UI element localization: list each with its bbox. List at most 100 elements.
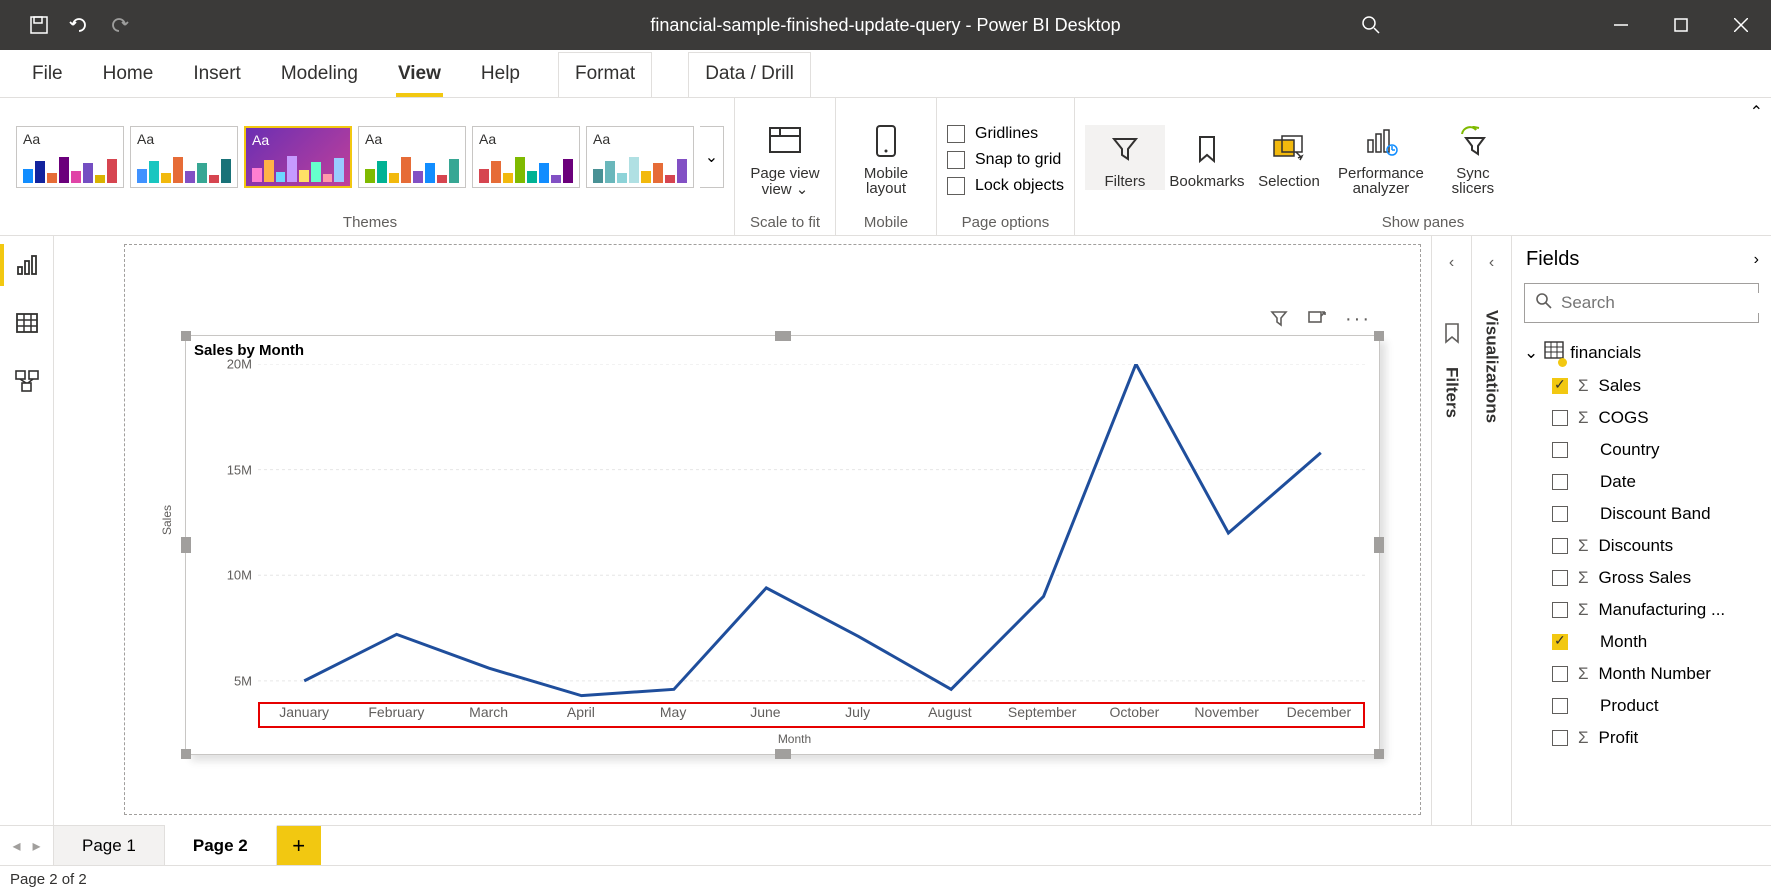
fields-search[interactable] — [1524, 283, 1759, 323]
snap-checkbox[interactable]: Snap to grid — [947, 151, 1064, 169]
visual-more-icon[interactable]: ··· — [1345, 308, 1371, 333]
checkbox-icon — [1552, 410, 1568, 426]
performance-analyzer-button[interactable]: Performance analyzer — [1331, 117, 1431, 197]
maximize-button[interactable] — [1651, 0, 1711, 50]
selection-pane-button[interactable]: Selection — [1249, 125, 1329, 190]
sigma-icon: Σ — [1578, 408, 1589, 428]
minimize-button[interactable] — [1591, 0, 1651, 50]
themes-dropdown[interactable]: ⌄ — [700, 126, 724, 188]
field-month-number[interactable]: ΣMonth Number — [1512, 658, 1771, 690]
tab-file[interactable]: File — [30, 53, 65, 97]
fields-search-input[interactable] — [1561, 293, 1771, 313]
lock-checkbox[interactable]: Lock objects — [947, 177, 1064, 195]
prev-page-icon[interactable]: ◂ — [12, 836, 20, 856]
tab-insert[interactable]: Insert — [191, 53, 243, 97]
main-area: ··· Sales by Month Sales 5M10M15M20M — [0, 236, 1771, 825]
sigma-icon: Σ — [1578, 664, 1589, 684]
theme-swatch-2[interactable]: Aa — [244, 126, 352, 188]
tab-modeling[interactable]: Modeling — [279, 53, 360, 97]
gridlines-checkbox[interactable]: Gridlines — [947, 125, 1064, 143]
collapse-fields-icon[interactable]: › — [1754, 251, 1759, 269]
checkbox-icon — [1552, 602, 1568, 618]
theme-swatch-5[interactable]: Aa — [586, 126, 694, 188]
field-profit[interactable]: Σ Profit — [1512, 722, 1771, 754]
report-canvas[interactable]: ··· Sales by Month Sales 5M10M15M20M — [124, 244, 1421, 815]
mobile-layout-button[interactable]: Mobile layout — [846, 117, 926, 197]
sigma-icon: Σ — [1578, 728, 1589, 748]
data-view-icon[interactable] — [12, 308, 42, 338]
report-view-icon[interactable] — [12, 250, 42, 280]
report-canvas-wrap: ··· Sales by Month Sales 5M10M15M20M — [54, 236, 1431, 825]
field-manufacturing-[interactable]: ΣManufacturing ... — [1512, 594, 1771, 626]
xtick-label: April — [535, 704, 627, 726]
mobile-layout-icon — [875, 121, 897, 161]
undo-icon[interactable] — [68, 14, 90, 36]
field-discount-band[interactable]: Discount Band — [1512, 498, 1771, 530]
tab-datadrill[interactable]: Data / Drill — [688, 52, 811, 97]
theme-swatch-3[interactable]: Aa — [358, 126, 466, 188]
theme-swatch-0[interactable]: Aa — [16, 126, 124, 188]
theme-swatch-bars — [252, 154, 344, 182]
model-view-icon[interactable] — [12, 366, 42, 396]
field-label: Month — [1600, 632, 1647, 652]
visual-focus-icon[interactable] — [1307, 308, 1327, 333]
line-chart-visual[interactable]: ··· Sales by Month Sales 5M10M15M20M — [185, 335, 1380, 755]
field-label: Discounts — [1599, 536, 1674, 556]
chevron-down-icon: ⌄ — [1524, 343, 1538, 363]
field-country[interactable]: Country — [1512, 434, 1771, 466]
redo-icon[interactable] — [108, 14, 130, 36]
field-cogs[interactable]: ΣCOGS — [1512, 402, 1771, 434]
field-gross-sales[interactable]: ΣGross Sales — [1512, 562, 1771, 594]
theme-swatch-1[interactable]: Aa — [130, 126, 238, 188]
ribbon-group-scale: Page view view ⌄ Scale to fit — [735, 98, 836, 235]
sync-label-2: slicers — [1452, 180, 1495, 197]
filters-pane-bookmark-icon[interactable] — [1443, 322, 1461, 349]
visual-filter-icon[interactable] — [1269, 308, 1289, 333]
fields-pane: Fields › ⌄ financials ΣSalesΣCOGSCountry… — [1511, 236, 1771, 825]
ribbon-collapse-icon[interactable]: ⌃ — [1750, 102, 1763, 122]
left-rail — [0, 236, 54, 825]
expand-filters-icon[interactable]: ‹ — [1449, 254, 1454, 272]
filters-pane-label[interactable]: Filters — [1442, 359, 1462, 418]
sync-slicers-button[interactable]: Sync slicers — [1433, 117, 1513, 197]
tab-help[interactable]: Help — [479, 53, 522, 97]
save-icon[interactable] — [28, 14, 50, 36]
checkbox-icon — [1552, 506, 1568, 522]
field-discounts[interactable]: ΣDiscounts — [1512, 530, 1771, 562]
ribbon-group-pageopts: Gridlines Snap to grid Lock objects Page… — [937, 98, 1075, 235]
fields-table-header[interactable]: ⌄ financials — [1512, 335, 1771, 370]
page-tab-2[interactable]: Page 2 — [165, 825, 277, 865]
checkbox-icon — [1552, 538, 1568, 554]
xtick-label: January — [258, 704, 350, 726]
visualizations-pane-label[interactable]: Visualizations — [1482, 302, 1502, 423]
search-icon — [1535, 292, 1553, 315]
add-page-button[interactable]: + — [277, 826, 321, 865]
theme-swatch-4[interactable]: Aa — [472, 126, 580, 188]
theme-swatch-aa: Aa — [137, 131, 231, 147]
next-page-icon[interactable]: ▸ — [33, 836, 41, 856]
visualizations-pane-collapsed: ‹ Visualizations — [1471, 236, 1511, 825]
field-label: Discount Band — [1600, 504, 1711, 524]
page-tab-1[interactable]: Page 1 — [54, 826, 165, 865]
field-label: Profit — [1599, 728, 1639, 748]
tab-format[interactable]: Format — [558, 52, 652, 97]
page-view-button[interactable]: Page view view ⌄ — [745, 117, 825, 198]
mobile-layout-label-2: layout — [866, 180, 906, 197]
tab-home[interactable]: Home — [101, 53, 156, 97]
field-date[interactable]: Date — [1512, 466, 1771, 498]
chart-xlabel: Month — [220, 732, 1369, 746]
ribbon-label-pageopts: Page options — [947, 210, 1064, 235]
xtick-label: March — [443, 704, 535, 726]
filters-pane-collapsed: ‹ Filters — [1431, 236, 1471, 825]
titlebar-search-icon[interactable] — [1351, 0, 1391, 50]
checkbox-icon — [1552, 570, 1568, 586]
checkbox-icon — [1552, 442, 1568, 458]
close-button[interactable] — [1711, 0, 1771, 50]
field-month[interactable]: Month — [1512, 626, 1771, 658]
tab-view[interactable]: View — [396, 53, 443, 97]
field-product[interactable]: Product — [1512, 690, 1771, 722]
bookmarks-pane-button[interactable]: Bookmarks — [1167, 125, 1247, 190]
field-sales[interactable]: ΣSales — [1512, 370, 1771, 402]
expand-visualizations-icon[interactable]: ‹ — [1489, 254, 1494, 272]
filters-pane-button[interactable]: Filters — [1085, 125, 1165, 190]
